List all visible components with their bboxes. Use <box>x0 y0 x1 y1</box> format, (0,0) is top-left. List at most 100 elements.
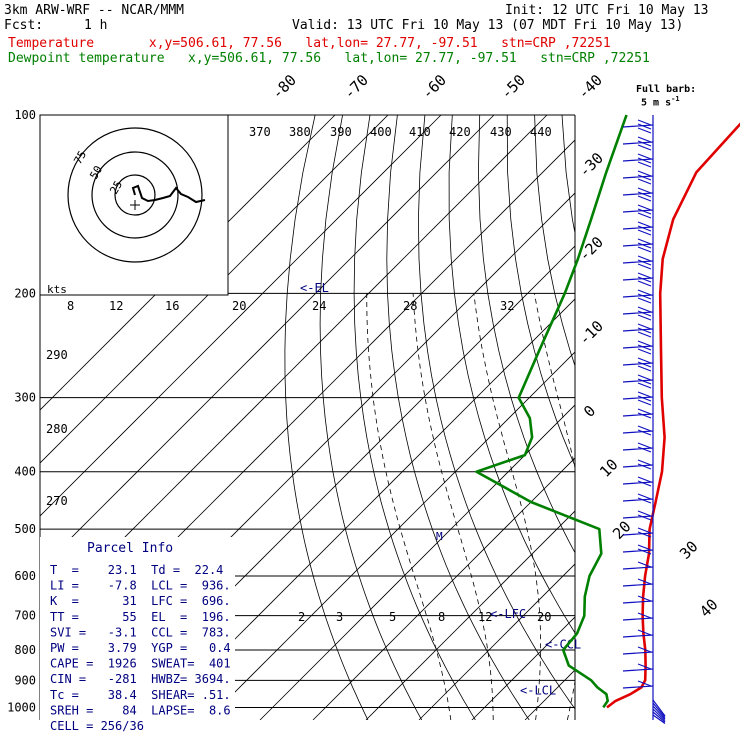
wind-barb <box>637 365 652 372</box>
wind-barb <box>637 374 652 381</box>
moist-adiabat <box>610 293 666 720</box>
mixing-ratio-label: 12 <box>478 610 492 624</box>
dry-adiabat <box>534 115 575 368</box>
model-name: 3km ARW-WRF -- NCAR/MMM <box>4 3 185 18</box>
isotherm <box>40 115 336 411</box>
wind-barb <box>622 158 654 162</box>
level-marker: <-EL <box>300 281 329 295</box>
isotherm <box>40 115 442 517</box>
parcel-info-row: T = 23.1 Td = 22.4 <box>50 563 223 577</box>
wind-barb <box>622 226 654 230</box>
moist-adiabat <box>366 293 452 720</box>
wind-barb <box>637 178 652 185</box>
wind-barb <box>652 705 666 720</box>
wind-barb <box>637 157 652 164</box>
wind-barb <box>622 668 654 672</box>
wind-barb <box>637 446 652 453</box>
wind-barb <box>622 532 654 536</box>
wind-barb <box>637 340 652 347</box>
wind-barb <box>637 459 652 466</box>
dry-adiabat <box>284 115 369 720</box>
moist-adiabat <box>473 293 541 720</box>
mixing-ratio-label: 3 <box>336 610 343 624</box>
level-marker: <-LCL <box>520 683 556 697</box>
wind-barb <box>622 600 654 604</box>
wind-barb <box>637 153 652 160</box>
parcel-info-row: CAPE = 1926 SWEAT= 401 <box>50 657 231 671</box>
parcel-marker: M <box>436 530 443 543</box>
wind-barb <box>622 498 654 502</box>
hodograph-unit: kts <box>47 283 67 296</box>
pressure-label: 700 <box>14 609 36 623</box>
isotherm-label: 10 <box>596 455 622 481</box>
isotherm-label: 20 <box>609 517 635 543</box>
dry-adiabat <box>386 115 530 720</box>
dry-adiabat <box>590 115 740 720</box>
wind-barb <box>637 246 652 253</box>
wind-barb <box>637 544 652 551</box>
parcel-info-row: CELL = 256/36 <box>50 719 144 733</box>
wind-barb <box>637 429 652 436</box>
wind-barb <box>637 531 652 538</box>
parcel-info-row: PW = 3.79 YGP = 0.4 <box>50 641 231 655</box>
wind-barb <box>622 634 654 638</box>
wind-barb <box>637 297 652 304</box>
wind-barb <box>637 195 652 202</box>
forecast-value: 1 h <box>84 18 108 33</box>
wind-barb <box>637 263 652 270</box>
theta-label: 410 <box>409 125 431 139</box>
moist-adiabat <box>534 293 575 720</box>
wind-barb <box>637 612 652 619</box>
wind-barb <box>637 514 652 521</box>
moist-adiabats <box>366 293 666 720</box>
wind-barb <box>637 174 652 181</box>
wind-barb <box>637 357 652 364</box>
isotherm <box>684 115 740 720</box>
wind-barb <box>622 481 654 485</box>
pressure-label: 900 <box>14 673 36 687</box>
wind-barb <box>652 711 666 723</box>
level-marker: <-LFC <box>490 607 526 621</box>
isotherm <box>259 404 575 720</box>
mixing-ratio-label: 8 <box>438 610 445 624</box>
speed-label: 8 <box>67 299 74 313</box>
wind-barb <box>637 221 652 228</box>
pressure-label: 500 <box>14 522 36 536</box>
wind-barb <box>637 136 652 143</box>
wind-barb <box>637 399 652 406</box>
wind-barb <box>637 344 652 351</box>
wind-barb <box>637 289 652 296</box>
dry-adiabat <box>727 115 740 720</box>
wind-barb <box>637 463 652 470</box>
isotherm <box>631 115 740 720</box>
wind-barb <box>637 187 652 194</box>
wind-barb <box>622 141 654 145</box>
wind-barb <box>622 362 654 366</box>
wind-barb <box>637 238 652 245</box>
wind-barb <box>622 566 654 570</box>
isotherm-label: -60 <box>418 71 450 103</box>
wind-barb <box>637 314 652 321</box>
hodograph-ring <box>67 127 203 263</box>
speed-label: 28 <box>403 299 417 313</box>
dry-adiabat <box>699 115 740 720</box>
theta-label: 270 <box>46 494 68 508</box>
wind-barb <box>637 361 652 368</box>
wind-barb <box>637 272 652 279</box>
theta-label: 390 <box>330 125 352 139</box>
dry-adiabat <box>417 115 575 710</box>
hodograph-ring-label: 75 <box>71 149 89 167</box>
parcel-info-box: Parcel Info T = 23.1 Td = 22.4 LI = -7.8 L… <box>40 537 235 733</box>
isotherm-label: -30 <box>575 149 607 181</box>
wind-barb <box>637 276 652 283</box>
theta-label: 440 <box>530 125 552 139</box>
theta-label: 380 <box>289 125 311 139</box>
isotherm-label: 40 <box>696 595 722 621</box>
wind-barbs <box>622 115 666 724</box>
pressure-label: 1000 <box>7 700 36 714</box>
wind-barb <box>637 212 652 219</box>
wind-barb <box>637 119 652 126</box>
speed-label: 16 <box>165 299 179 313</box>
wind-barb <box>637 191 652 198</box>
